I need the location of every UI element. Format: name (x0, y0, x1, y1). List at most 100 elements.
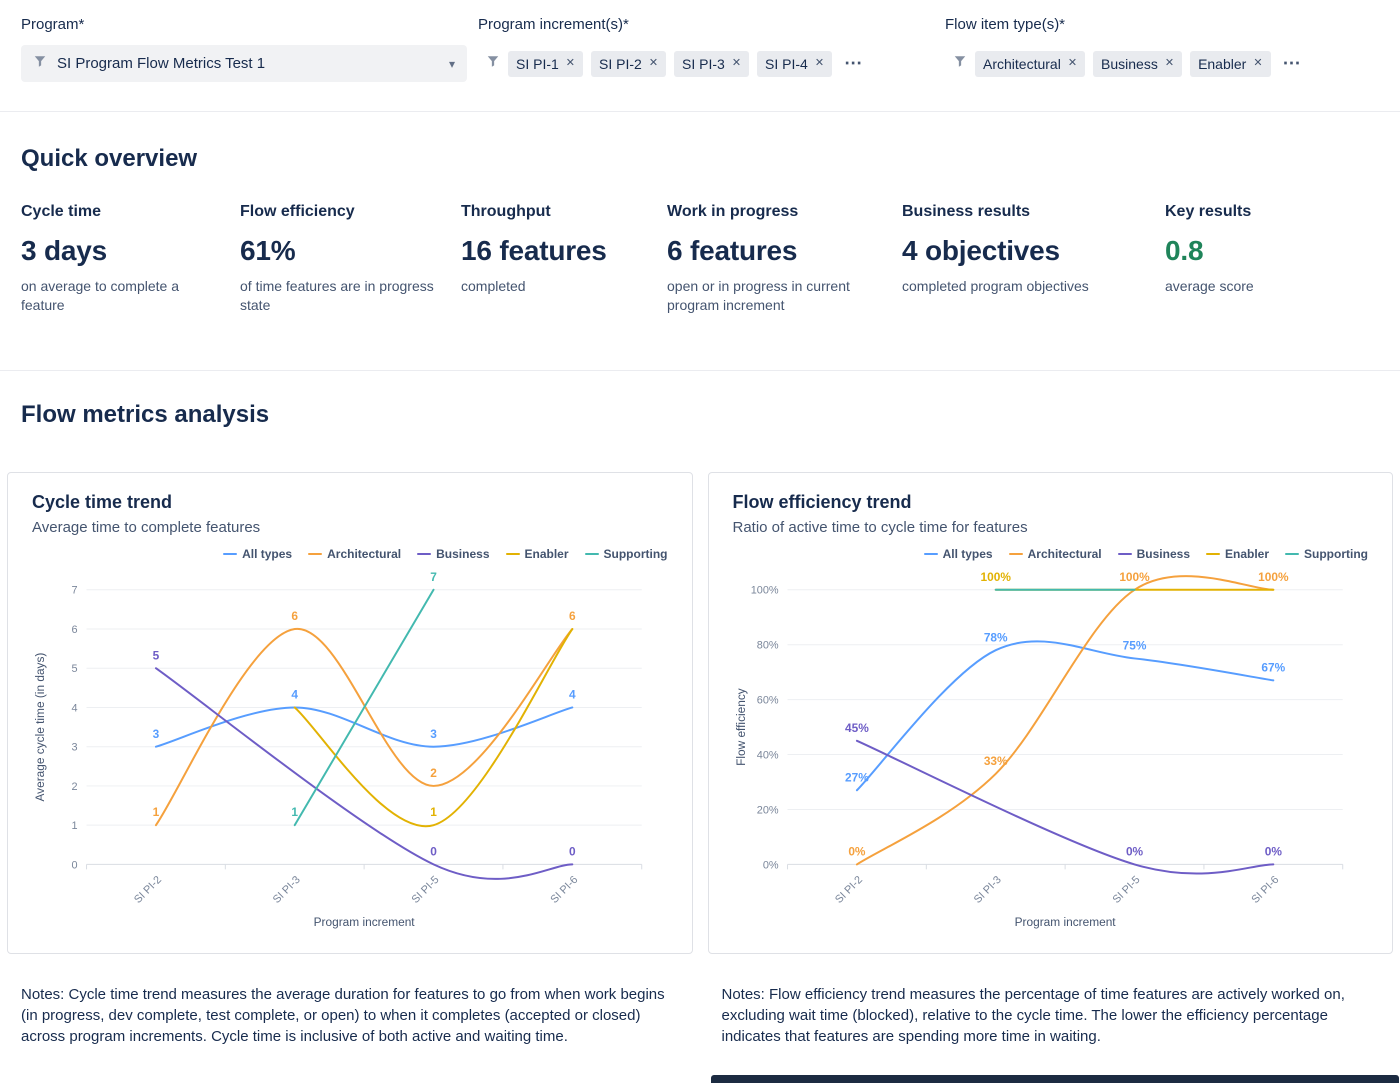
legend-item-enabler[interactable]: Enabler (505, 546, 569, 561)
legend-dash-icon (1117, 552, 1132, 555)
program-filter: Program* SI Program Flow Metrics Test 1 … (21, 16, 467, 82)
notes-row: Notes: Cycle time trend measures the ave… (0, 984, 1400, 1047)
flow-efficiency-trend-card: Flow efficiency trend Ratio of active ti… (707, 471, 1393, 954)
legend-item-business[interactable]: Business (1117, 546, 1190, 561)
chip-business[interactable]: Business ✕ (1093, 50, 1183, 77)
series-line-all-types (154, 706, 574, 748)
legend-label: Business (1136, 546, 1190, 561)
svg-text:SI PI-5: SI PI-5 (410, 874, 442, 906)
metric-label: Flow efficiency (240, 203, 355, 220)
metric-key-results: Key results 0.8 average score (1165, 203, 1379, 315)
chip-enabler[interactable]: Enabler ✕ (1190, 50, 1271, 77)
svg-text:80%: 80% (756, 639, 778, 651)
metric-flow-efficiency: Flow efficiency 61% of time features are… (240, 203, 461, 315)
data-label: 1 (153, 805, 160, 819)
svg-text:2: 2 (72, 781, 78, 793)
chip-architectural[interactable]: Architectural ✕ (975, 50, 1086, 77)
flow-efficiency-trend-chart: 0%20%40%60%80%100%SI PI-2 SI PI-3 SI PI-5 S… (733, 570, 1343, 929)
chart-title: Flow efficiency trend (732, 491, 912, 512)
svg-text:SI PI-2: SI PI-2 (132, 874, 164, 906)
flow-metrics-title: Flow metrics analysis (21, 400, 270, 428)
program-increments-filter: Program increment(s)* SI PI-1 ✕ SI PI-2 … (478, 16, 933, 82)
metric-description: of time features are in progress state (240, 278, 434, 313)
legend-item-supporting[interactable]: Supporting (584, 547, 668, 561)
svg-text:7: 7 (72, 585, 78, 597)
legend-item-business[interactable]: Business (417, 547, 490, 561)
legend-label: Architectural (327, 546, 402, 561)
data-label: 7 (430, 570, 437, 584)
legend-item-all-types[interactable]: All types (923, 547, 993, 561)
data-label: 67% (1261, 660, 1285, 674)
metrics-row: Cycle time 3 days on average to complete… (21, 203, 1379, 315)
x-axis-title: Program increment (1014, 915, 1116, 929)
close-icon[interactable]: ✕ (1253, 57, 1263, 69)
legend-dash-icon (1285, 552, 1300, 555)
chip-si-pi-4[interactable]: SI PI-4 ✕ (757, 50, 833, 77)
series-line-all-types (855, 640, 1274, 792)
legend-item-all-types[interactable]: All types (223, 547, 292, 561)
more-chips-button[interactable]: ⋯ (1282, 53, 1301, 73)
program-filter-label: Program* (21, 16, 85, 33)
chip-label: Business (1101, 55, 1158, 72)
flow-item-types-filter: Flow item type(s)* Architectural ✕ Busin… (945, 16, 1379, 82)
svg-text:SI PI-6: SI PI-6 (1249, 874, 1281, 906)
close-icon[interactable]: ✕ (1164, 57, 1175, 69)
legend-item-architectural[interactable]: Architectural (1008, 547, 1102, 561)
close-icon[interactable]: ✕ (814, 57, 825, 69)
data-label: 6 (569, 609, 576, 623)
chart-legend: All types Architectural Business Enabler Sup… (32, 546, 668, 562)
data-label: 0% (848, 844, 866, 858)
metric-description: open or in progress in current program i… (667, 278, 850, 313)
metric-label: Key results (1165, 203, 1252, 220)
flow-item-types-control[interactable]: Architectural ✕ Business ✕ Enabler ✕ ⋯ (945, 45, 1379, 82)
data-label: 5 (153, 648, 160, 662)
chart-legend: All types Architectural Business Enabler Sup… (733, 546, 1368, 562)
flow-efficiency-notes: Notes: Flow efficiency trend measures th… (721, 985, 1345, 1045)
data-label: 45% (845, 721, 869, 735)
cycle-time-trend-chart: 0 1 2 3 4 5 6 7 SI PI-2 SI PI-3 SI PI-5 SI PI-6 Prog… (33, 570, 643, 929)
svg-text:100%: 100% (750, 585, 778, 597)
flow-item-types-label: Flow item type(s)* (945, 16, 1066, 33)
close-icon[interactable]: ✕ (731, 57, 742, 69)
close-icon[interactable]: ✕ (648, 57, 659, 69)
metric-description: average score (1165, 278, 1254, 294)
chip-si-pi-2[interactable]: SI PI-2 ✕ (591, 50, 667, 77)
svg-text:SI PI-2: SI PI-2 (832, 874, 864, 906)
series-line-enabler (293, 627, 574, 827)
legend-dash-icon (223, 552, 238, 555)
legend-label: Enabler (524, 546, 569, 561)
program-select[interactable]: SI Program Flow Metrics Test 1 ▾ (21, 45, 467, 82)
data-label: 75% (1122, 638, 1146, 652)
close-icon[interactable]: ✕ (1067, 57, 1078, 69)
y-axis-title: Average cycle time (in days) (33, 652, 47, 801)
svg-text:0%: 0% (762, 859, 778, 871)
data-label: 2 (430, 766, 437, 780)
metric-description: on average to complete a feature (21, 278, 179, 313)
program-increments-control[interactable]: SI PI-1 ✕ SI PI-2 ✕ SI PI-3 ✕ SI PI-4 ✕ … (478, 45, 933, 82)
metric-value: 61% (240, 235, 296, 266)
series-line-architectural (154, 627, 574, 826)
legend-dash-icon (1008, 552, 1023, 555)
chip-si-pi-1[interactable]: SI PI-1 ✕ (508, 50, 584, 77)
legend-item-architectural[interactable]: Architectural (308, 547, 401, 561)
legend-dash-icon (1206, 552, 1220, 555)
grid: 0% 20% 40% 60% 80% 100% (750, 585, 1343, 871)
legend-item-supporting[interactable]: Supporting (1285, 547, 1368, 561)
chip-si-pi-3[interactable]: SI PI-3 ✕ (674, 50, 750, 77)
x-axis-title: Program increment (314, 915, 416, 929)
legend-dash-icon (584, 552, 599, 555)
x-axis: SI PI-2 SI PI-3 SI PI-5 SI PI-6 (786, 864, 1343, 906)
charts-row: Cycle time trend Average time to complet… (0, 471, 1400, 954)
legend-item-enabler[interactable]: Enabler (1206, 547, 1269, 561)
data-label: 3 (430, 727, 437, 741)
legend-dash-icon (505, 552, 520, 555)
data-label: 100% (1119, 570, 1150, 584)
metric-description: completed program objectives (902, 278, 1089, 294)
data-label: 4 (291, 687, 298, 701)
chip-label: Enabler (1198, 55, 1247, 72)
more-chips-button[interactable]: ⋯ (844, 53, 863, 73)
svg-text:SI PI-5: SI PI-5 (1110, 874, 1142, 906)
data-label: 6 (291, 609, 298, 623)
close-icon[interactable]: ✕ (565, 57, 576, 69)
svg-text:20%: 20% (756, 804, 778, 816)
